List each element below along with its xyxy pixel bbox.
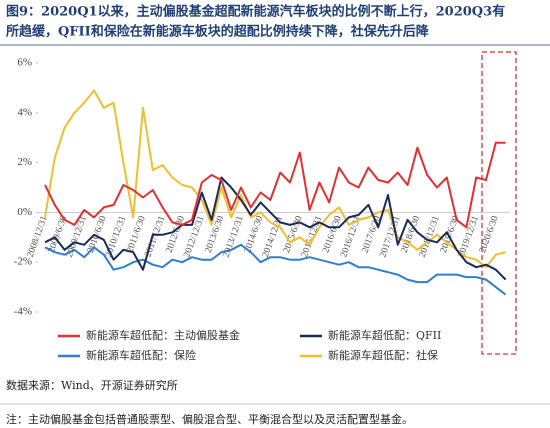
y-tick-label: 4% [17,106,32,118]
x-tick-label: 2011/6/30 [125,215,148,255]
series-line [44,176,507,281]
x-tick-label: 2008/12/31 [26,215,50,259]
chart-title-line1: 图9：2020Q1以来，主动偏股基金超配新能源汽车板块的比例不断上行，2020Q… [6,4,505,20]
y-tick-label: 0% [17,206,32,218]
x-tick-label: 2012/12/31 [182,215,206,259]
y-tick-label: -2% [14,256,32,268]
highlight-box [481,51,517,355]
y-tick-label: 2% [17,156,32,168]
x-tick-label: 2016/12/31 [339,215,363,259]
series-line [44,141,506,229]
legend-label: 新能源车超低配：保险 [86,348,196,362]
x-tick-label: 2010/12/31 [104,215,128,259]
source: 数据来源：Wind、开源证券研究所 [6,378,178,392]
y-tick-label: 6% [17,57,32,69]
legend-label: 新能源车超低配：主动偏股基金 [86,328,240,342]
x-tick-label: 2013/6/30 [204,215,227,255]
legend-label: 新能源车超低配：社保 [328,348,438,362]
x-tick-label: 2017/12/31 [378,215,402,259]
note: 注：主动偏股基金包括普通股票型、偏股混合型、平衡混合型以及灵活配置型基金。 [6,412,413,426]
chart-title-line2: 所趋缓，QFII和保险在新能源车板块的超配比例持续下降，社保先升后降 [6,24,430,40]
x-tick-label: 2010/6/30 [86,215,109,255]
legend-label: 新能源车超低配：QFII [328,328,441,342]
series-line [44,243,507,296]
x-tick-label: 2015/12/31 [300,215,324,259]
x-tick-label: 2014/12/31 [261,215,285,259]
y-tick-label: -4% [14,306,32,318]
